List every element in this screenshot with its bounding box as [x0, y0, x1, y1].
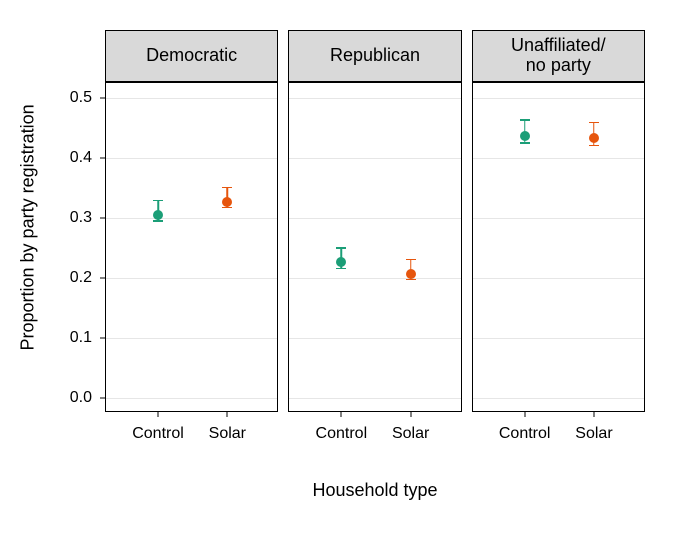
facet-strip: Democratic	[105, 30, 278, 82]
facet-strip: Unaffiliated/no party	[472, 30, 645, 82]
error-cap-bottom	[406, 279, 416, 281]
facet-strip: Republican	[288, 30, 461, 82]
gridline	[473, 278, 644, 279]
y-tick-label: 0.2	[70, 269, 92, 287]
gridline	[289, 218, 460, 219]
data-point	[222, 197, 232, 207]
error-cap-bottom	[336, 268, 346, 270]
gridline	[106, 398, 277, 399]
y-tick-label: 0.0	[70, 389, 92, 407]
facet-panel: ControlSolar	[472, 82, 645, 412]
faceted-dot-plot: Proportion by party registration Househol…	[0, 0, 681, 533]
y-tick-label: 0.4	[70, 149, 92, 167]
gridline	[106, 278, 277, 279]
error-cap-top	[520, 119, 530, 121]
x-tick-mark	[593, 411, 594, 417]
gridline	[289, 98, 460, 99]
gridline	[473, 218, 644, 219]
error-cap-top	[336, 247, 346, 249]
x-tick-label: Control	[132, 425, 184, 443]
x-tick-label: Solar	[392, 425, 429, 443]
error-cap-bottom	[153, 220, 163, 222]
data-point	[589, 133, 599, 143]
x-tick-label: Solar	[209, 425, 246, 443]
point-marker	[520, 131, 530, 141]
y-tick-label: 0.1	[70, 329, 92, 347]
data-point	[406, 269, 416, 279]
error-cap-bottom	[222, 207, 232, 209]
gridline	[289, 158, 460, 159]
x-axis-title: Household type	[105, 480, 645, 501]
gridline	[473, 98, 644, 99]
point-marker	[222, 197, 232, 207]
y-axis-title: Proportion by party registration	[18, 151, 39, 351]
facet-panel: 0.00.10.20.30.40.5ControlSolar	[105, 82, 278, 412]
gridline	[289, 338, 460, 339]
gridline	[473, 338, 644, 339]
gridline	[473, 398, 644, 399]
y-tick-mark	[100, 398, 106, 399]
point-marker	[153, 210, 163, 220]
gridline	[106, 218, 277, 219]
x-tick-label: Solar	[575, 425, 612, 443]
error-cap-top	[406, 259, 416, 261]
facet-strip-label: Democratic	[146, 46, 237, 66]
point-marker	[336, 257, 346, 267]
data-point	[520, 131, 530, 141]
x-tick-mark	[524, 411, 525, 417]
error-cap-top	[153, 200, 163, 202]
x-tick-mark	[158, 411, 159, 417]
gridline	[106, 98, 277, 99]
error-cap-top	[589, 122, 599, 124]
y-tick-label: 0.3	[70, 209, 92, 227]
facet-strip-label: Republican	[330, 46, 420, 66]
y-tick-mark	[100, 98, 106, 99]
x-tick-mark	[341, 411, 342, 417]
gridline	[473, 158, 644, 159]
data-point	[153, 210, 163, 220]
facet-strip-label: Unaffiliated/no party	[511, 36, 606, 76]
y-tick-mark	[100, 218, 106, 219]
gridline	[289, 398, 460, 399]
point-marker	[406, 269, 416, 279]
error-cap-bottom	[589, 145, 599, 147]
error-cap-bottom	[520, 142, 530, 144]
y-tick-label: 0.5	[70, 89, 92, 107]
y-tick-mark	[100, 338, 106, 339]
x-tick-mark	[410, 411, 411, 417]
x-tick-label: Control	[499, 425, 551, 443]
point-marker	[589, 133, 599, 143]
gridline	[289, 278, 460, 279]
x-tick-label: Control	[316, 425, 368, 443]
y-tick-mark	[100, 278, 106, 279]
gridline	[106, 158, 277, 159]
data-point	[336, 257, 346, 267]
y-tick-mark	[100, 158, 106, 159]
error-cap-top	[222, 187, 232, 189]
facet-panel: ControlSolar	[288, 82, 461, 412]
x-tick-mark	[227, 411, 228, 417]
gridline	[106, 338, 277, 339]
